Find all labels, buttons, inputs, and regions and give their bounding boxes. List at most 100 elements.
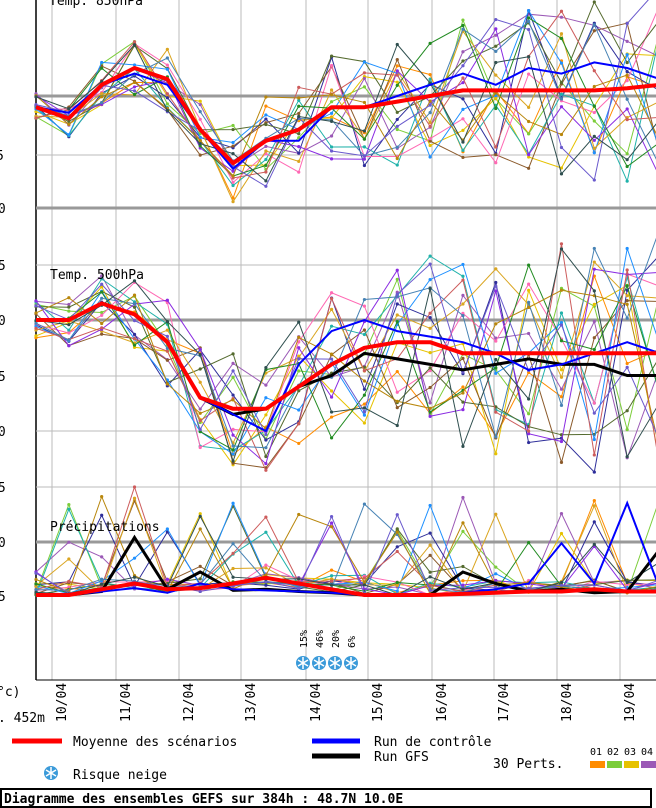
ensemble-point (625, 79, 629, 83)
ensemble-point (428, 410, 432, 414)
ensemble-point (329, 352, 334, 356)
ensemble-point (592, 437, 596, 442)
ensemble-point (100, 274, 104, 278)
ensemble-point (461, 356, 465, 360)
ensemble-point (34, 109, 38, 114)
ensemble-point (362, 163, 367, 168)
ensemble-point (428, 503, 432, 508)
ensemble-point (231, 127, 235, 132)
ensemble-point (132, 85, 137, 89)
ensemble-point (362, 421, 367, 425)
perts-code: 04 (641, 747, 653, 758)
x-tick-label: 19/04 (623, 683, 638, 722)
ensemble-point (329, 395, 334, 399)
ensemble-point (231, 566, 235, 571)
snow-risk-value: 15% (299, 630, 310, 648)
ensemble-point (395, 292, 399, 296)
ensemble-point (428, 553, 432, 557)
ensemble-point (231, 433, 235, 437)
ensemble-point (198, 514, 202, 518)
ensemble-point (592, 453, 596, 457)
ensemble-point (67, 557, 71, 561)
ensemble-point (67, 296, 71, 300)
ensemble-point (527, 397, 531, 401)
ensemble-point (264, 179, 268, 183)
ensemble-point (362, 332, 367, 337)
ensemble-point (362, 129, 367, 133)
ensemble-point (494, 410, 498, 414)
ensemble-point (527, 16, 531, 20)
ensemble-point (297, 441, 301, 446)
ensemble-point (264, 117, 268, 121)
grid (35, 0, 656, 681)
ensemble-point (527, 155, 531, 159)
ensemble-point (494, 572, 498, 576)
ensemble-point (559, 403, 564, 407)
ensemble-member-line (35, 247, 656, 463)
ensemble-point (165, 96, 169, 100)
ensemble-point (231, 200, 235, 204)
ensemble-point (395, 513, 399, 517)
ensemble-point (198, 136, 202, 140)
ensemble-point (165, 527, 169, 531)
ensemble-point (395, 110, 399, 114)
ensemble-point (132, 279, 137, 283)
ensemble-point (461, 564, 465, 569)
ensemble-point (461, 385, 465, 389)
ensemble-point (329, 93, 334, 97)
ensemble-point (329, 389, 334, 393)
ensemble-point (297, 335, 301, 339)
ensemble-point (461, 408, 465, 412)
ensemble-point (428, 77, 432, 81)
ensemble-point (132, 89, 137, 93)
ensemble-point (428, 543, 432, 547)
ensemble-point (625, 53, 629, 57)
ensemble-point (34, 587, 38, 592)
ensemble-point (297, 369, 301, 373)
ensemble-point (132, 305, 137, 309)
ensemble-point (428, 137, 432, 141)
ensemble-point (559, 92, 564, 96)
ensemble-point (592, 336, 596, 340)
ensemble-point (362, 580, 367, 584)
series-layer (34, 0, 656, 597)
ensemble-point (34, 334, 38, 338)
ensemble-member-line (35, 30, 656, 203)
ensemble-point (165, 382, 169, 386)
ensemble-point (231, 183, 235, 188)
ensemble-point (592, 267, 596, 271)
ensemble-point (198, 142, 202, 146)
ensemble-member-line (35, 10, 656, 179)
ensemble-point (625, 39, 629, 43)
ensemble-point (198, 117, 202, 121)
ensemble-point (165, 102, 169, 106)
ensemble-point (100, 332, 104, 336)
ensemble-point (527, 586, 531, 590)
ensemble-point (494, 60, 498, 65)
ensemble-point (625, 455, 629, 459)
y-tick-label: 5 (0, 149, 4, 164)
ensemble-point (297, 422, 301, 426)
ensemble-point (461, 293, 465, 297)
ensemble-point (527, 429, 531, 433)
ensemble-point (395, 423, 399, 428)
ensemble-point (132, 496, 137, 500)
ensemble-member-line (35, 74, 656, 177)
ensemble-point (264, 515, 268, 519)
ensemble-point (461, 140, 465, 144)
ensemble-point (362, 85, 367, 89)
ensemble-point (395, 156, 399, 161)
ensemble-point (395, 583, 399, 588)
ensemble-point (625, 294, 629, 298)
ensemble-point (625, 246, 629, 251)
ensemble-point (625, 158, 629, 162)
ensemble-point (165, 328, 169, 332)
x-tick-label: 12/04 (182, 683, 197, 722)
ensemble-point (559, 311, 564, 315)
ensemble-point (362, 576, 367, 580)
ensemble-point (395, 399, 399, 403)
ensemble-point (198, 102, 202, 107)
ensemble-point (67, 502, 71, 507)
ensemble-point (297, 111, 301, 116)
ensemble-point (362, 76, 367, 81)
